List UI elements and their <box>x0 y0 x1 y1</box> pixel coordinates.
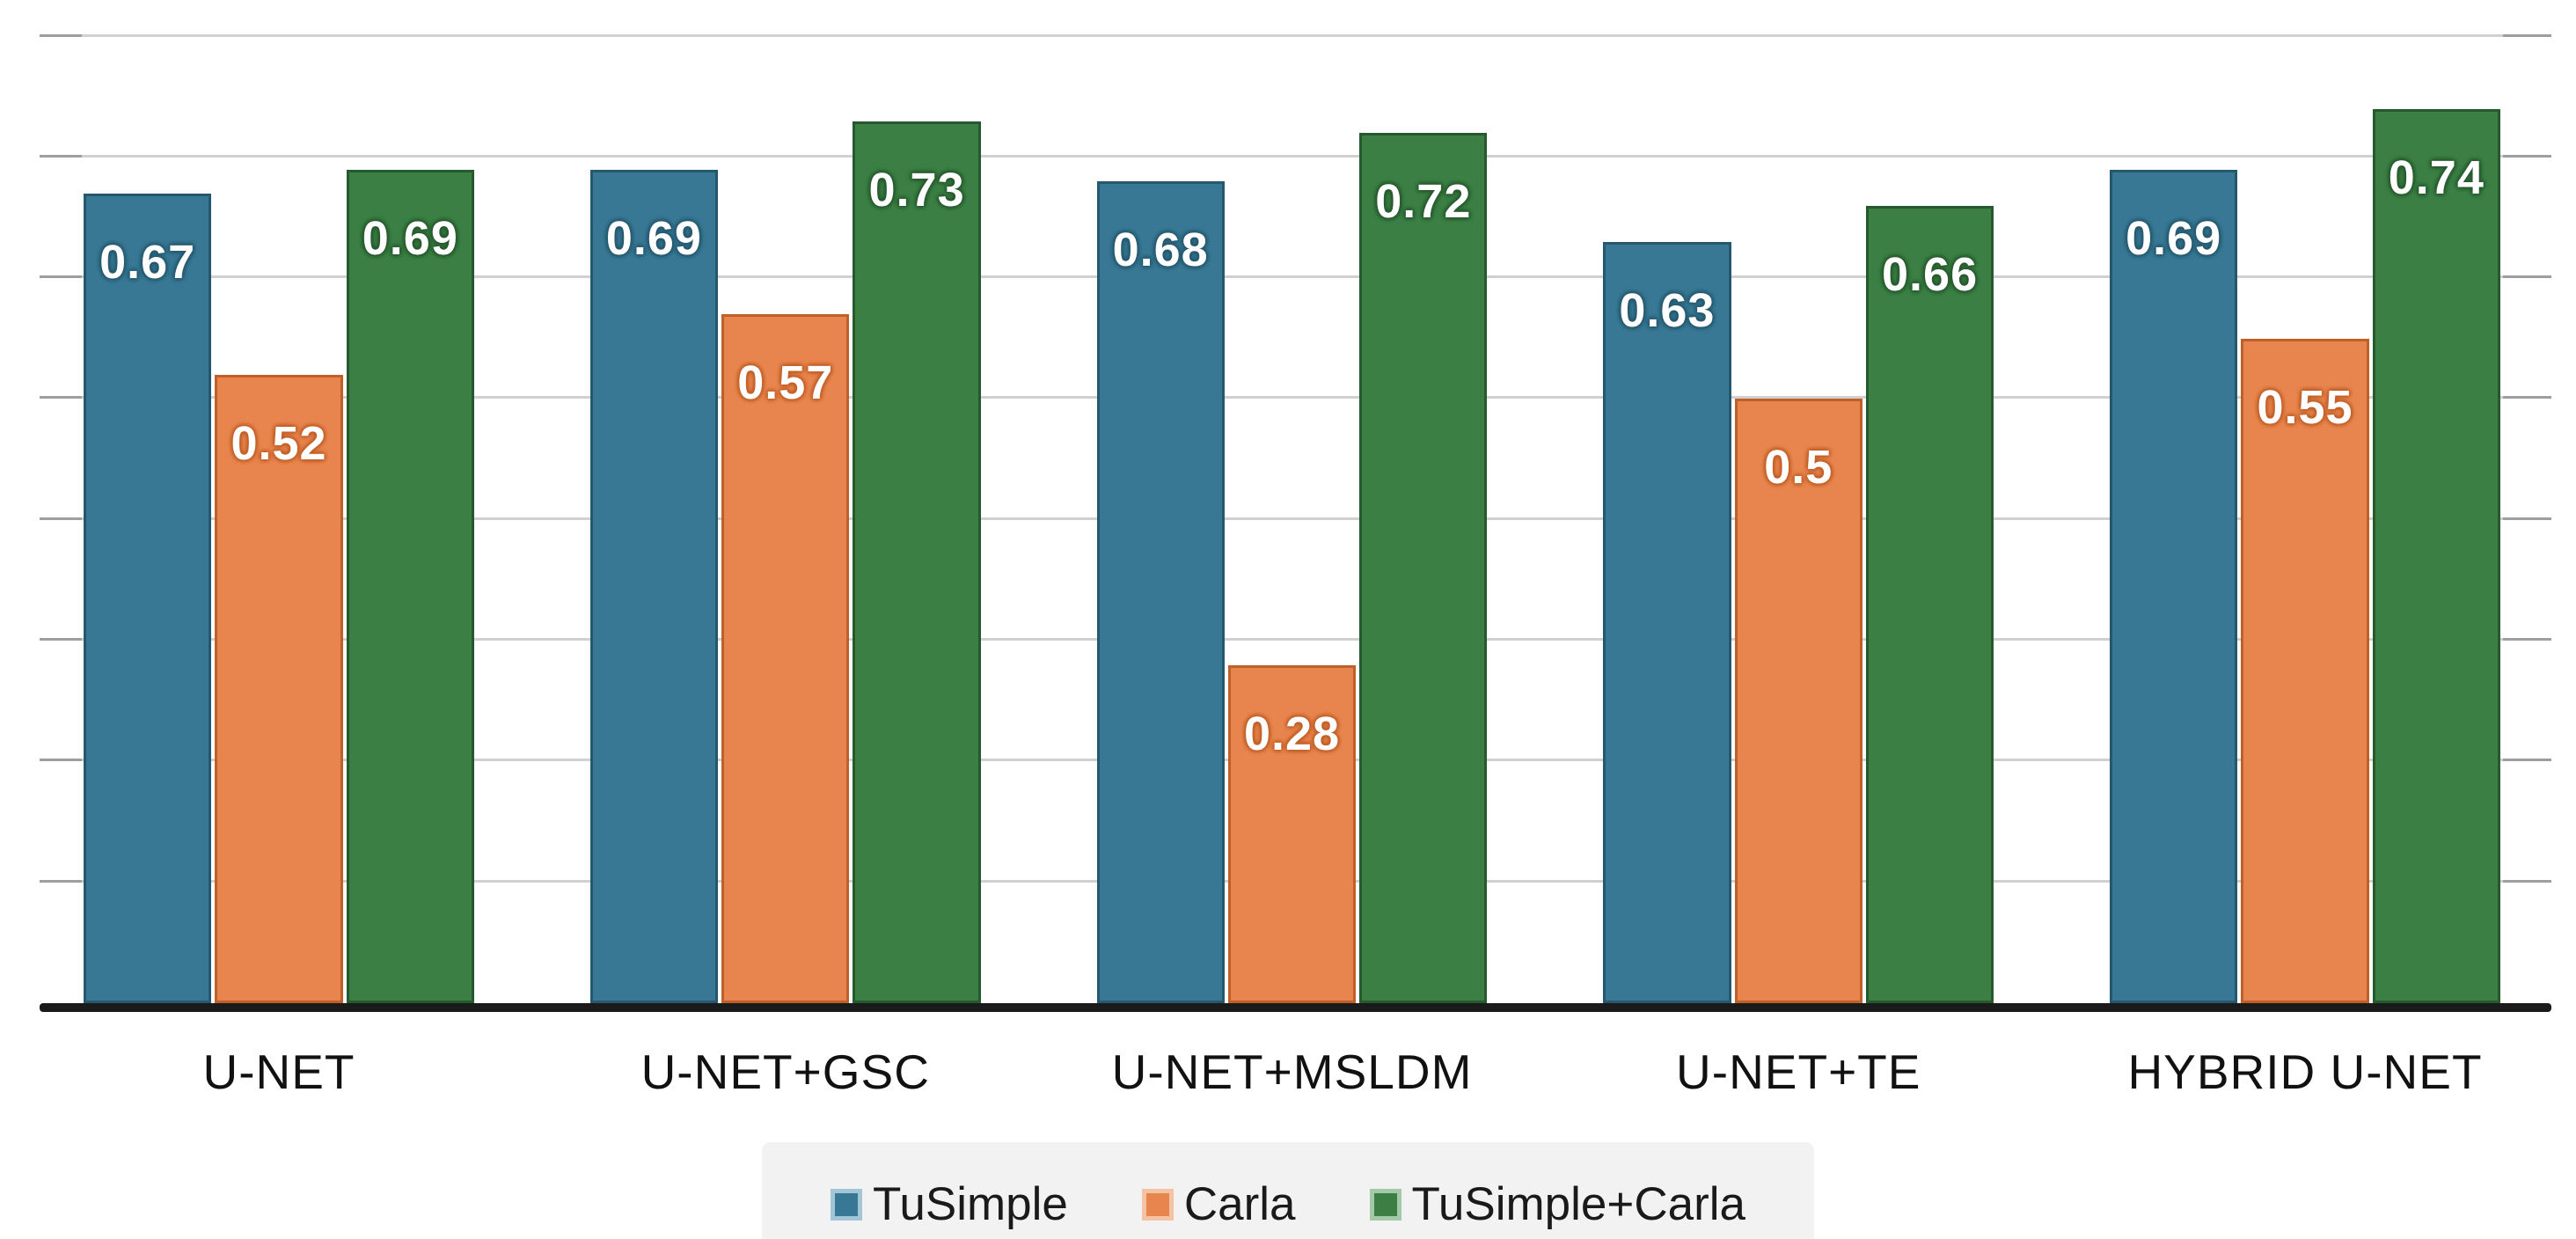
bar-value-label: 0.69 <box>362 212 458 265</box>
legend-swatch-tusimple-carla <box>1369 1188 1401 1221</box>
gridline-0.5 <box>40 396 2551 399</box>
gridline-0.7 <box>40 155 2551 158</box>
x-axis-label-u-net-gsc: U-NET+GSC <box>640 1045 930 1099</box>
x-axis-label-u-net: U-NET <box>202 1045 355 1099</box>
bar-value-label: 0.69 <box>605 212 702 265</box>
bar-tusimple-carla-u-net-te: 0.66 <box>1865 206 1994 1003</box>
tick-left <box>40 34 82 37</box>
bar-value-label: 0.73 <box>868 164 965 216</box>
bar-group-u-net-msldm: 0.68 0.28 0.72 <box>1096 133 1488 1003</box>
tick-right <box>2503 34 2551 37</box>
x-axis-line <box>40 1003 2551 1012</box>
tick-left <box>40 275 82 278</box>
bar-tusimple-carla-u-net: 0.69 <box>346 170 474 1003</box>
bar-tusimple-carla-u-net-msldm: 0.72 <box>1359 133 1488 1003</box>
legend-item-carla: Carla <box>1141 1177 1296 1231</box>
bar-value-label: 0.5 <box>1764 441 1833 494</box>
bar-carla-u-net-gsc: 0.57 <box>721 314 850 1003</box>
tick-left <box>40 880 82 883</box>
gridline-0.3 <box>40 638 2551 641</box>
tick-left <box>40 517 82 520</box>
bar-tusimple-carla-hybrid-u-net: 0.74 <box>2372 109 2500 1003</box>
bar-tusimple-hybrid-u-net: 0.69 <box>2110 170 2238 1003</box>
bar-group-u-net-te: 0.63 0.5 0.66 <box>1603 206 1994 1003</box>
bar-carla-hybrid-u-net: 0.55 <box>2241 339 2369 1003</box>
tick-left <box>40 155 82 158</box>
tick-right <box>2503 155 2551 158</box>
legend-label-carla: Carla <box>1183 1178 1296 1230</box>
legend-swatch-tusimple <box>830 1188 862 1221</box>
tick-right <box>2503 638 2551 641</box>
plot-area: 0.67 0.52 0.69 0.69 0.57 0.73 0.68 0.28 0.72 0.63… <box>40 0 2551 1012</box>
tick-right <box>2503 880 2551 883</box>
bar-value-label: 0.52 <box>231 417 327 470</box>
tick-right <box>2503 759 2551 761</box>
bar-value-label: 0.66 <box>1882 248 1979 301</box>
x-axis-label-hybrid-u-net: HYBRID U-NET <box>2127 1045 2483 1099</box>
bar-tusimple-u-net: 0.67 <box>84 194 212 1003</box>
legend-label-tusimple: TuSimple <box>872 1178 1068 1230</box>
tick-left <box>40 396 82 399</box>
legend-swatch-carla <box>1141 1188 1174 1221</box>
bar-value-label: 0.55 <box>2257 381 2353 434</box>
tick-right <box>2503 517 2551 520</box>
bar-carla-u-net-te: 0.5 <box>1734 399 1862 1003</box>
bar-value-label: 0.72 <box>1375 175 1472 228</box>
x-axis-labels: U-NET U-NET+GSC U-NET+MSLDM U-NET+TE HYBRID … <box>84 1044 2500 1100</box>
bar-value-label: 0.57 <box>737 356 834 409</box>
bar-tusimple-carla-u-net-gsc: 0.73 <box>853 121 981 1003</box>
bars-row: 0.67 0.52 0.69 0.69 0.57 0.73 0.68 0.28 0.72 0.63… <box>84 0 2500 1003</box>
bar-value-label: 0.67 <box>99 236 196 289</box>
bar-group-u-net: 0.67 0.52 0.69 <box>84 170 474 1003</box>
legend-item-tusimple: TuSimple <box>830 1177 1068 1231</box>
bar-group-u-net-gsc: 0.69 0.57 0.73 <box>589 121 981 1003</box>
bar-value-label: 0.68 <box>1112 224 1209 276</box>
tick-right <box>2503 396 2551 399</box>
bar-tusimple-u-net-te: 0.63 <box>1603 242 1731 1003</box>
bar-group-hybrid-u-net: 0.69 0.55 0.74 <box>2110 109 2500 1003</box>
legend-area: TuSimple Carla TuSimple+Carla <box>0 1142 2576 1239</box>
tick-left <box>40 638 82 641</box>
gridline-0.4 <box>40 517 2551 520</box>
bar-tusimple-u-net-msldm: 0.68 <box>1096 181 1225 1003</box>
gridline-0.8 <box>40 34 2551 37</box>
bar-value-label: 0.28 <box>1243 707 1341 760</box>
tick-left <box>40 759 82 761</box>
bar-carla-u-net-msldm: 0.28 <box>1227 665 1357 1003</box>
legend-item-tusimple-carla: TuSimple+Carla <box>1369 1177 1746 1231</box>
bar-carla-u-net: 0.52 <box>215 375 343 1003</box>
tick-right <box>2503 275 2551 278</box>
gridline-0.6 <box>40 275 2551 278</box>
bar-value-label: 0.63 <box>1619 284 1716 337</box>
bar-value-label: 0.74 <box>2388 151 2485 204</box>
x-axis-label-u-net-te: U-NET+TE <box>1676 1045 1921 1099</box>
bar-value-label: 0.69 <box>2126 212 2222 265</box>
bar-tusimple-u-net-gsc: 0.69 <box>589 170 719 1003</box>
x-axis-label-u-net-msldm: U-NET+MSLDM <box>1111 1045 1473 1099</box>
legend-label-tusimple-carla: TuSimple+Carla <box>1411 1178 1746 1230</box>
legend: TuSimple Carla TuSimple+Carla <box>761 1142 1815 1239</box>
